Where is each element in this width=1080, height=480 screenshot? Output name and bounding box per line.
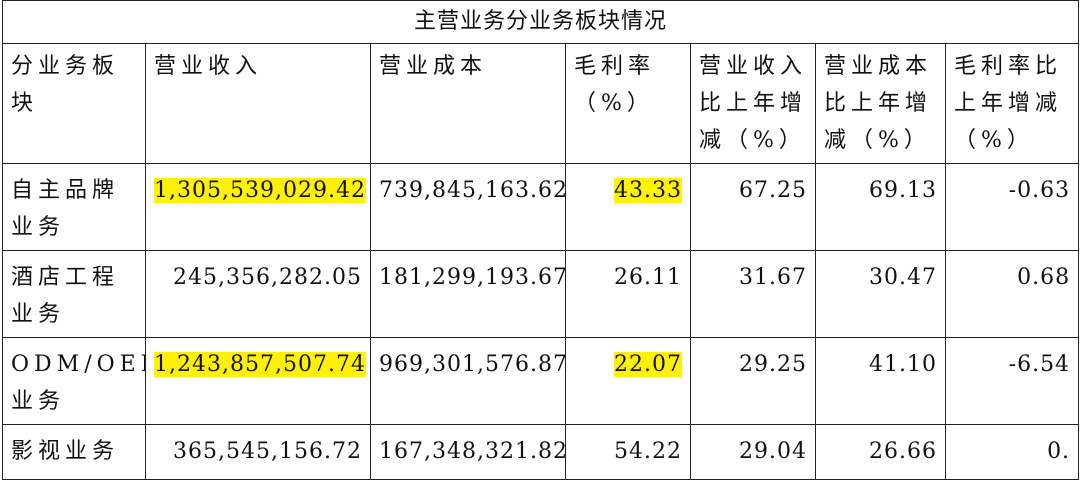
- cell-value: 0.: [944, 424, 1080, 480]
- cell-value: 67.25: [690, 163, 816, 251]
- segment-name: 自主品牌业务: [2, 163, 146, 251]
- cell-value: 26.11: [565, 250, 691, 338]
- cell-value: 0.68: [944, 250, 1080, 338]
- table-title: 主营业务分业务板块情况: [1, 0, 1080, 44]
- cell-value: 969,301,576.87: [370, 337, 566, 425]
- cell-value: 22.07: [565, 337, 691, 425]
- cell-text: ODM/OEM业务: [11, 352, 145, 414]
- cell-value: 1,243,857,507.74: [145, 337, 371, 425]
- column-header: 营业成本: [370, 43, 566, 164]
- cell-text: 365,545,156.72: [173, 439, 362, 464]
- cell-text: 67.25: [739, 178, 807, 203]
- cell-value: -6.54: [944, 337, 1080, 425]
- segment-name: 影视业务: [2, 424, 146, 480]
- cell-text: 245,356,282.05: [173, 265, 362, 290]
- cell-text: 739,845,163.62: [379, 178, 566, 203]
- cell-text: -0.63: [1008, 178, 1071, 203]
- cell-text: 69.13: [869, 178, 937, 203]
- cell-value: 167,348,321.82: [370, 424, 566, 480]
- segment-name: 酒店工程业务: [2, 250, 146, 338]
- cell-text: 酒店工程业务: [11, 265, 120, 327]
- cell-value: 26.66: [815, 424, 946, 480]
- cell-text: 22.07: [614, 352, 682, 377]
- data-row: ODM/OEM业务 1,243,857,507.74 969,301,576.87 2…: [2, 337, 1080, 425]
- cell-value: 43.33: [565, 163, 691, 251]
- cell-value: 41.10: [815, 337, 946, 425]
- cell-value: 1,305,539,029.42: [145, 163, 371, 251]
- cell-value: 739,845,163.62: [370, 163, 566, 251]
- column-header: 毛利率（%）: [565, 43, 691, 164]
- cell-text: 1,305,539,029.42: [154, 178, 366, 203]
- cell-text: 0.: [1047, 439, 1071, 464]
- cell-text: 1,243,857,507.74: [154, 352, 366, 377]
- data-row: 影视业务 365,545,156.72 167,348,321.82 54.22 29.…: [2, 424, 1080, 480]
- cell-text: 31.67: [739, 265, 807, 290]
- cell-value: 181,299,193.67: [370, 250, 566, 338]
- cell-text: 969,301,576.87: [379, 352, 566, 377]
- data-row: 自主品牌业务 1,305,539,029.42 739,845,163.62 43.3…: [2, 163, 1080, 251]
- column-header: 分业务板块: [2, 43, 146, 164]
- column-header: 营业收入比上年增减（%）: [690, 43, 816, 164]
- cell-text: 26.66: [869, 439, 937, 464]
- cell-text: 影视业务: [11, 439, 120, 464]
- cell-text: 30.47: [869, 265, 937, 290]
- cell-text: 0.68: [1017, 265, 1071, 290]
- title-row: 主营业务分业务板块情况: [1, 0, 1080, 44]
- cell-value: 69.13: [815, 163, 946, 251]
- header-row: 分业务板块 营业收入 营业成本 毛利率（%） 营业收入比上年增减（%） 营业成本比上年增减…: [2, 43, 1080, 164]
- column-header: 营业收入: [145, 43, 371, 164]
- cell-text: -6.54: [1008, 352, 1071, 377]
- data-row: 酒店工程业务 245,356,282.05 181,299,193.67 26.11 3…: [2, 250, 1080, 338]
- cell-value: 54.22: [565, 424, 691, 480]
- column-header: 毛利率比上年增减（%）: [944, 43, 1080, 164]
- cell-value: 245,356,282.05: [145, 250, 371, 338]
- cell-value: 29.25: [690, 337, 816, 425]
- cell-value: 31.67: [690, 250, 816, 338]
- cell-text: 26.11: [614, 265, 682, 290]
- cell-text: 181,299,193.67: [379, 265, 566, 290]
- cell-value: 365,545,156.72: [145, 424, 371, 480]
- cell-text: 自主品牌业务: [11, 178, 120, 240]
- cell-text: 29.04: [739, 439, 807, 464]
- column-header: 营业成本比上年增减（%）: [815, 43, 946, 164]
- cell-value: 29.04: [690, 424, 816, 480]
- cell-value: -0.63: [944, 163, 1080, 251]
- cell-value: 30.47: [815, 250, 946, 338]
- cell-text: 29.25: [739, 352, 807, 377]
- cell-text: 54.22: [614, 439, 682, 464]
- cell-text: 41.10: [869, 352, 937, 377]
- cell-text: 43.33: [614, 178, 682, 203]
- cell-text: 167,348,321.82: [379, 439, 566, 464]
- segment-name: ODM/OEM业务: [2, 337, 146, 425]
